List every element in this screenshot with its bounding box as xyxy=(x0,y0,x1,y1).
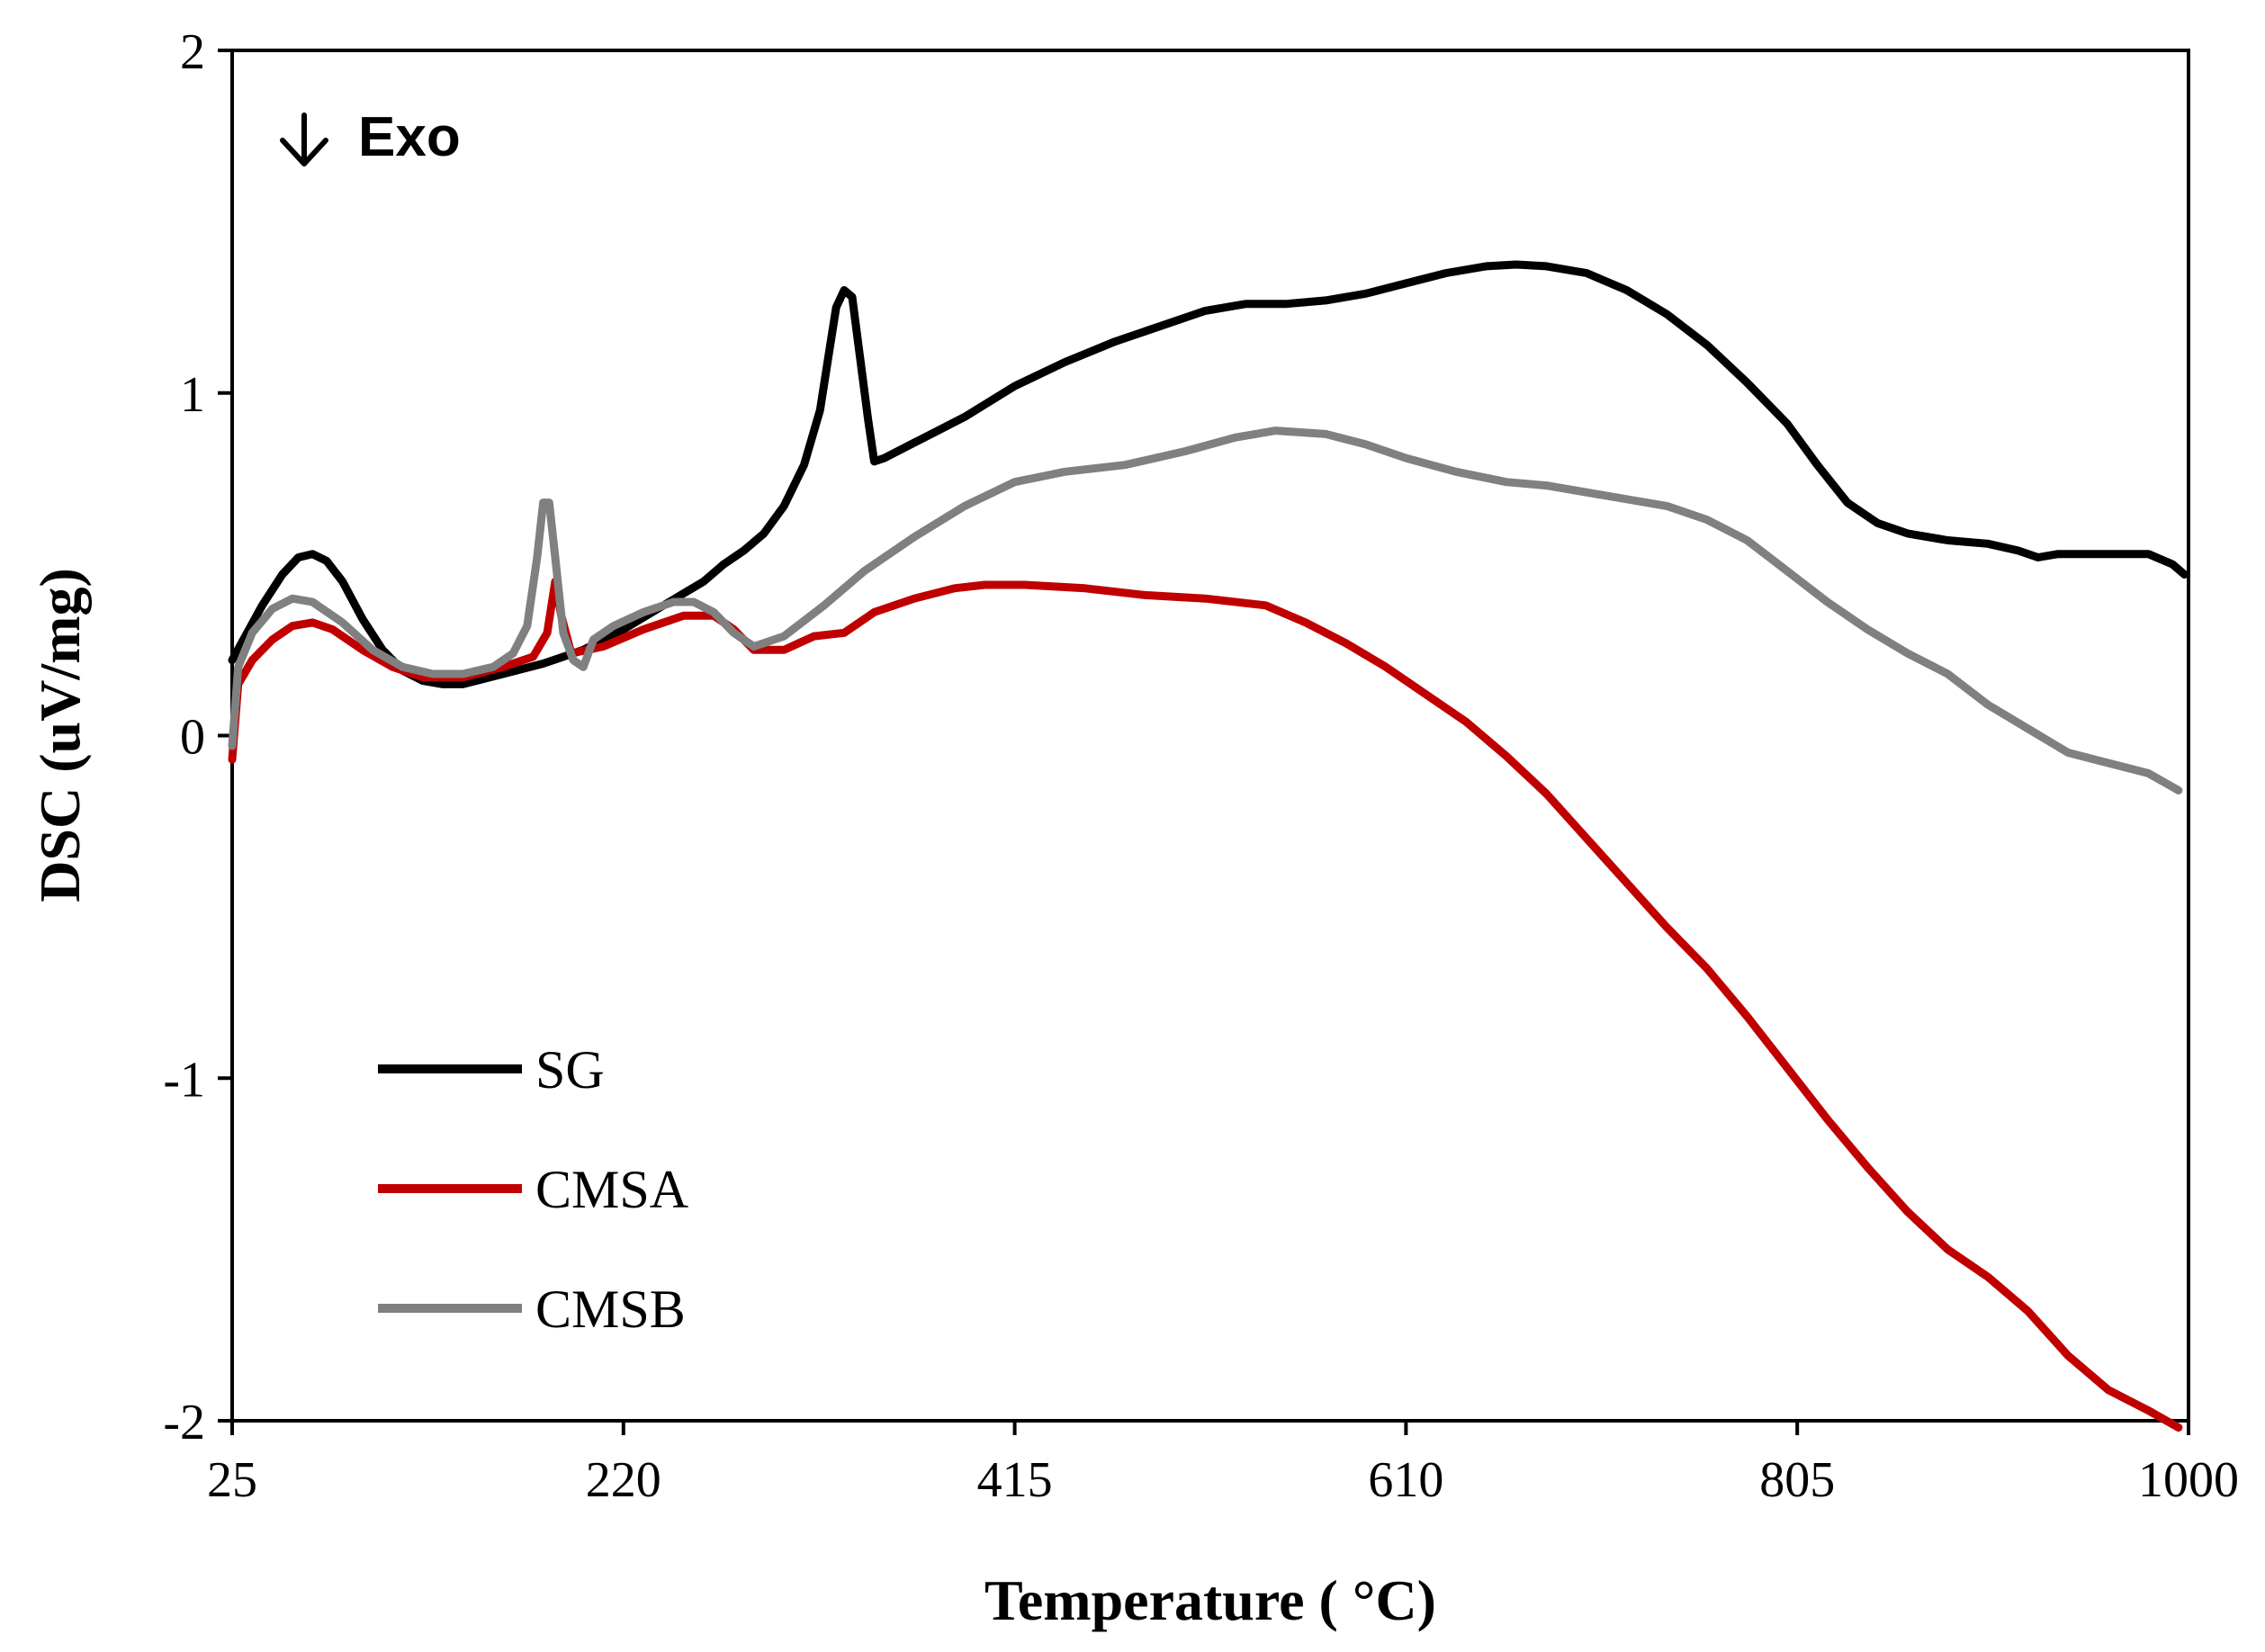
series-line-cmsb xyxy=(228,426,2183,795)
x-tick-label: 25 xyxy=(207,1452,257,1508)
x-axis-title: Temperature ( °C) xyxy=(984,1568,1436,1632)
y-axis-ticks: 2 1 0 -1 -2 xyxy=(163,24,232,1450)
exo-label: Exo xyxy=(358,106,461,168)
y-tick-label: -2 xyxy=(163,1395,205,1450)
x-axis-ticks: 25 220 415 610 805 1000 xyxy=(207,1421,2239,1508)
x-tick-label: 610 xyxy=(1368,1452,1443,1508)
y-tick-label: 0 xyxy=(180,710,205,766)
x-tick-label: 1000 xyxy=(2138,1452,2239,1508)
x-tick-label: 220 xyxy=(586,1452,661,1508)
x-tick-label: 805 xyxy=(1759,1452,1835,1508)
y-tick-label: 2 xyxy=(180,24,205,80)
y-axis-title: DSC (uV/mg) xyxy=(28,568,92,902)
legend-label-sg: SG xyxy=(535,1040,605,1100)
legend: SG CMSA CMSB xyxy=(378,1040,688,1339)
legend-label-cmsa: CMSA xyxy=(535,1160,688,1219)
x-tick-label: 415 xyxy=(977,1452,1053,1508)
down-arrow-icon xyxy=(280,112,328,166)
exo-annotation: Exo xyxy=(280,106,461,168)
legend-label-cmsb: CMSB xyxy=(535,1279,686,1339)
series-lines xyxy=(228,260,2189,1432)
series-line-sg xyxy=(228,260,2189,688)
y-tick-label: 1 xyxy=(180,367,205,423)
y-tick-label: -1 xyxy=(163,1052,205,1108)
